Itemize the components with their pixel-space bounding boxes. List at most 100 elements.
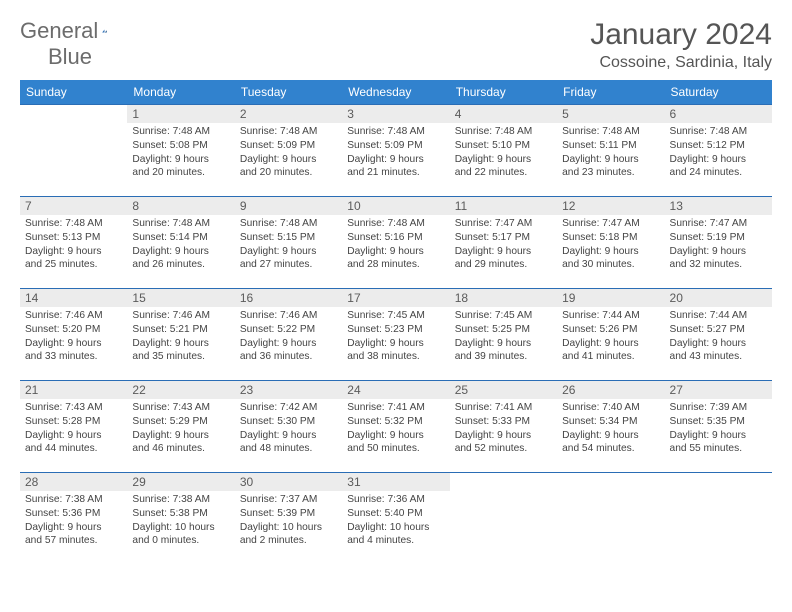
day-details: Sunrise: 7:38 AMSunset: 5:36 PMDaylight:… [20,491,127,552]
day-detail-line: Sunrise: 7:47 AM [455,217,552,231]
calendar-week-row: 1Sunrise: 7:48 AMSunset: 5:08 PMDaylight… [20,105,772,197]
calendar-day-cell: 26Sunrise: 7:40 AMSunset: 5:34 PMDayligh… [557,381,664,473]
calendar-day-cell: 1Sunrise: 7:48 AMSunset: 5:08 PMDaylight… [127,105,234,197]
day-detail-line: and 44 minutes. [25,442,122,456]
day-details: Sunrise: 7:46 AMSunset: 5:22 PMDaylight:… [235,307,342,368]
day-detail-line: and 24 minutes. [670,166,767,180]
day-number: 2 [235,105,342,123]
day-number: 19 [557,289,664,307]
day-detail-line: Daylight: 9 hours [240,245,337,259]
day-detail-line: Daylight: 9 hours [240,337,337,351]
day-detail-line: Sunset: 5:23 PM [347,323,444,337]
day-detail-line: Daylight: 9 hours [25,337,122,351]
day-detail-line: Daylight: 9 hours [562,153,659,167]
day-details: Sunrise: 7:47 AMSunset: 5:19 PMDaylight:… [665,215,772,276]
calendar-day-cell: 25Sunrise: 7:41 AMSunset: 5:33 PMDayligh… [450,381,557,473]
day-details: Sunrise: 7:48 AMSunset: 5:14 PMDaylight:… [127,215,234,276]
day-details: Sunrise: 7:41 AMSunset: 5:32 PMDaylight:… [342,399,449,460]
calendar-week-row: 7Sunrise: 7:48 AMSunset: 5:13 PMDaylight… [20,197,772,289]
day-detail-line: Sunset: 5:22 PM [240,323,337,337]
day-detail-line: and 41 minutes. [562,350,659,364]
day-detail-line: and 32 minutes. [670,258,767,272]
day-detail-line: Sunset: 5:36 PM [25,507,122,521]
day-detail-line: and 57 minutes. [25,534,122,548]
day-details: Sunrise: 7:48 AMSunset: 5:15 PMDaylight:… [235,215,342,276]
calendar-body: 1Sunrise: 7:48 AMSunset: 5:08 PMDaylight… [20,105,772,565]
day-detail-line: Daylight: 9 hours [132,153,229,167]
day-detail-line: Daylight: 9 hours [25,429,122,443]
day-detail-line: Sunset: 5:13 PM [25,231,122,245]
day-detail-line: Daylight: 9 hours [132,337,229,351]
day-detail-line: Sunrise: 7:48 AM [347,125,444,139]
calendar-day-cell: 30Sunrise: 7:37 AMSunset: 5:39 PMDayligh… [235,473,342,565]
day-detail-line: Daylight: 9 hours [347,337,444,351]
day-number: 9 [235,197,342,215]
calendar-day-cell: 8Sunrise: 7:48 AMSunset: 5:14 PMDaylight… [127,197,234,289]
day-number: 6 [665,105,772,123]
day-number: 4 [450,105,557,123]
day-details: Sunrise: 7:42 AMSunset: 5:30 PMDaylight:… [235,399,342,460]
day-detail-line: Sunrise: 7:48 AM [132,217,229,231]
day-details: Sunrise: 7:44 AMSunset: 5:27 PMDaylight:… [665,307,772,368]
day-detail-line: and 29 minutes. [455,258,552,272]
day-detail-line: Daylight: 9 hours [455,337,552,351]
day-number: 5 [557,105,664,123]
day-number: 20 [665,289,772,307]
day-number: 17 [342,289,449,307]
page-title: January 2024 [590,18,772,52]
calendar-day-cell: 20Sunrise: 7:44 AMSunset: 5:27 PMDayligh… [665,289,772,381]
day-detail-line: Sunset: 5:40 PM [347,507,444,521]
day-number: 16 [235,289,342,307]
day-detail-line: Sunrise: 7:45 AM [347,309,444,323]
weekday-header: Friday [557,80,664,105]
day-detail-line: Sunrise: 7:48 AM [562,125,659,139]
day-detail-line: Sunrise: 7:48 AM [240,125,337,139]
day-detail-line: Sunset: 5:34 PM [562,415,659,429]
weekday-header: Tuesday [235,80,342,105]
calendar-week-row: 28Sunrise: 7:38 AMSunset: 5:36 PMDayligh… [20,473,772,565]
logo-sail-icon [102,22,107,40]
day-detail-line: Sunrise: 7:43 AM [25,401,122,415]
day-details: Sunrise: 7:46 AMSunset: 5:20 PMDaylight:… [20,307,127,368]
day-details: Sunrise: 7:48 AMSunset: 5:16 PMDaylight:… [342,215,449,276]
day-number: 14 [20,289,127,307]
day-detail-line: and 54 minutes. [562,442,659,456]
day-detail-line: Daylight: 9 hours [455,429,552,443]
day-detail-line: Sunrise: 7:38 AM [25,493,122,507]
day-details: Sunrise: 7:48 AMSunset: 5:11 PMDaylight:… [557,123,664,184]
day-detail-line: Sunset: 5:29 PM [132,415,229,429]
calendar-day-cell: 21Sunrise: 7:43 AMSunset: 5:28 PMDayligh… [20,381,127,473]
day-number: 27 [665,381,772,399]
day-number: 3 [342,105,449,123]
day-detail-line: Daylight: 9 hours [670,153,767,167]
day-number: 11 [450,197,557,215]
day-detail-line: Sunrise: 7:38 AM [132,493,229,507]
day-details: Sunrise: 7:39 AMSunset: 5:35 PMDaylight:… [665,399,772,460]
day-detail-line: Sunset: 5:39 PM [240,507,337,521]
day-detail-line: Daylight: 9 hours [132,245,229,259]
day-detail-line: and 55 minutes. [670,442,767,456]
day-detail-line: Sunrise: 7:40 AM [562,401,659,415]
calendar-empty-cell [450,473,557,565]
day-detail-line: Daylight: 9 hours [562,429,659,443]
weekday-header: Sunday [20,80,127,105]
calendar-day-cell: 29Sunrise: 7:38 AMSunset: 5:38 PMDayligh… [127,473,234,565]
day-detail-line: Sunset: 5:11 PM [562,139,659,153]
calendar-day-cell: 31Sunrise: 7:36 AMSunset: 5:40 PMDayligh… [342,473,449,565]
calendar-day-cell: 12Sunrise: 7:47 AMSunset: 5:18 PMDayligh… [557,197,664,289]
day-detail-line: and 35 minutes. [132,350,229,364]
day-details: Sunrise: 7:45 AMSunset: 5:25 PMDaylight:… [450,307,557,368]
day-detail-line: and 50 minutes. [347,442,444,456]
calendar-day-cell: 16Sunrise: 7:46 AMSunset: 5:22 PMDayligh… [235,289,342,381]
day-detail-line: and 52 minutes. [455,442,552,456]
day-detail-line: Sunset: 5:30 PM [240,415,337,429]
calendar-day-cell: 13Sunrise: 7:47 AMSunset: 5:19 PMDayligh… [665,197,772,289]
calendar-week-row: 21Sunrise: 7:43 AMSunset: 5:28 PMDayligh… [20,381,772,473]
calendar-day-cell: 10Sunrise: 7:48 AMSunset: 5:16 PMDayligh… [342,197,449,289]
day-detail-line: Sunset: 5:12 PM [670,139,767,153]
day-details: Sunrise: 7:43 AMSunset: 5:28 PMDaylight:… [20,399,127,460]
day-details: Sunrise: 7:47 AMSunset: 5:18 PMDaylight:… [557,215,664,276]
calendar-day-cell: 4Sunrise: 7:48 AMSunset: 5:10 PMDaylight… [450,105,557,197]
calendar-day-cell: 15Sunrise: 7:46 AMSunset: 5:21 PMDayligh… [127,289,234,381]
day-detail-line: and 20 minutes. [240,166,337,180]
